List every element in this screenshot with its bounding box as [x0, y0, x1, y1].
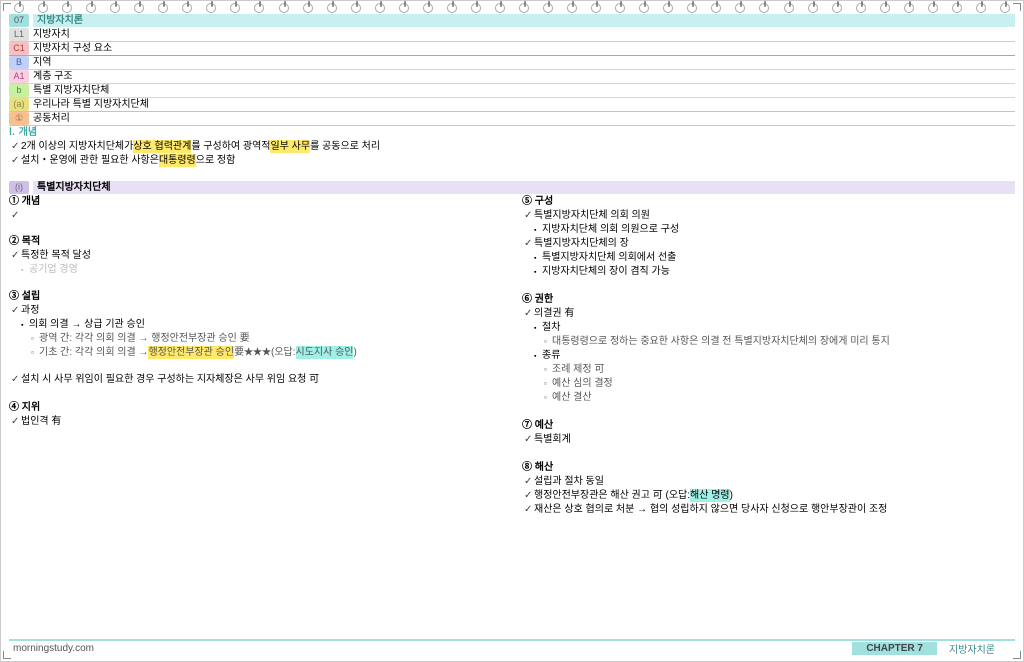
spacer — [9, 360, 502, 373]
item-gray: 공기업 경영 — [9, 263, 502, 277]
outline-text: 지역 — [33, 56, 51, 69]
sub2-item: 예산 심의 결정 — [522, 377, 1015, 391]
outline-tag: (a) — [9, 98, 29, 111]
outline-row: L1 지방자치 — [9, 28, 1015, 42]
footer-title: 지방자치론 — [949, 641, 1015, 656]
spacer — [9, 168, 1015, 181]
item: 특별회계 — [522, 433, 1015, 447]
outline-text: 공동처리 — [33, 112, 70, 125]
item: 특별지방자치단체 의회 의원 — [522, 209, 1015, 223]
outline-text: 계층 구조 — [33, 70, 73, 83]
two-column-body: ① 개념 ② 목적 특정한 목적 달성 공기업 경영 ③ 설립 과정 의회 의결… — [9, 195, 1015, 517]
section-2-title: 특별지방자치단체 — [33, 181, 1015, 194]
page-content: 07 지방자치론 L1 지방자치 C1 지방자치 구성 요소 B 지역 A1 계층 구조 b 특별… — [1, 13, 1023, 517]
concept-line-1: 2개 이상의 지방자치단체가 상호 협력관계를 구성하여 광역적 일부 사무를 … — [9, 140, 1015, 154]
item: 설치 시 사무 위임이 필요한 경우 구성하는 지자체장은 사무 위임 요청 可 — [9, 373, 502, 387]
sub2-item: 기초 간: 각각 의회 의결 → 행정안전부장관 승인 要★★★ (오답: 시도… — [9, 346, 502, 360]
sub2-item: 예산 결산 — [522, 391, 1015, 405]
heading-6: ⑥ 권한 — [522, 293, 1015, 307]
spacer — [9, 277, 502, 290]
spacer — [522, 279, 1015, 293]
section-1-title: 개념 — [19, 126, 37, 139]
sub-item: 특별지방자치단체 의회에서 선출 — [522, 251, 1015, 265]
outline-text: 특별 지방자치단체 — [33, 84, 109, 97]
item: 특정한 목적 달성 — [9, 249, 502, 263]
item: 설립과 절차 동일 — [522, 475, 1015, 489]
outline-text: 지방자치 구성 요소 — [33, 42, 112, 55]
spiral-binding — [1, 1, 1023, 13]
outline-tag: A1 — [9, 70, 29, 83]
spacer — [9, 387, 502, 401]
heading-3: ③ 설립 — [9, 290, 502, 304]
heading-5: ⑤ 구성 — [522, 195, 1015, 209]
sub-item: 지방자치단체의 장이 겸직 가능 — [522, 265, 1015, 279]
heading-8: ⑧ 해산 — [522, 461, 1015, 475]
right-column: ⑤ 구성 특별지방자치단체 의회 의원 지방자치단체 의회 의원으로 구성 특별… — [522, 195, 1015, 517]
item: 과정 — [9, 304, 502, 318]
outline-row: A1 계층 구조 — [9, 70, 1015, 84]
outline-tag: L1 — [9, 28, 29, 41]
outline-row: (a) 우리나라 특별 지방자치단체 — [9, 98, 1015, 112]
section-2-header: (i) 특별지방자치단체 — [9, 181, 1015, 195]
corner-bracket — [1013, 3, 1021, 11]
sub-item: 의회 의결 → 상급 기관 승인 — [9, 318, 502, 332]
section-1-header: Ⅰ. 개념 — [9, 126, 1015, 140]
item: 법인격 有 — [9, 415, 502, 429]
sub2-item: 조례 제정 可 — [522, 363, 1015, 377]
item: 행정안전부장관은 해산 권고 可 (오답: 해산 명령) — [522, 489, 1015, 503]
heading-4: ④ 지위 — [9, 401, 502, 415]
outline-text: 지방자치 — [33, 28, 70, 41]
heading-1: ① 개념 — [9, 195, 502, 209]
chapter-title: 지방자치론 — [33, 14, 1015, 27]
outline-row: B 지역 — [9, 56, 1015, 70]
outline-tag: C1 — [9, 42, 29, 55]
sub2-item: 광역 간: 각각 의회 의결 → 행정안전부장관 승인 要 — [9, 332, 502, 346]
outline-text: 우리나라 특별 지방자치단체 — [33, 98, 149, 111]
sub-item: 절차 — [522, 321, 1015, 335]
left-column: ① 개념 ② 목적 특정한 목적 달성 공기업 경영 ③ 설립 과정 의회 의결… — [9, 195, 502, 517]
outline-row: C1 지방자치 구성 요소 — [9, 42, 1015, 56]
header-row: 07 지방자치론 — [9, 14, 1015, 28]
item: 재산은 상호 협의로 처분 → 협의 성립하지 않으면 당사자 신청으로 행안부… — [522, 503, 1015, 517]
spacer — [9, 222, 502, 235]
outline-row: b 특별 지방자치단체 — [9, 84, 1015, 98]
outline-tag: ① — [9, 112, 29, 125]
spacer — [522, 405, 1015, 419]
corner-bracket — [3, 3, 11, 11]
heading-7: ⑦ 예산 — [522, 419, 1015, 433]
item: 의결권 有 — [522, 307, 1015, 321]
sub2-item: 대통령령으로 정하는 중요한 사항은 의결 전 특별지방자치단체의 장에게 미리… — [522, 335, 1015, 349]
outline-tag: B — [9, 56, 29, 69]
footer: morningstudy.com CHAPTER 7 지방자치론 — [9, 639, 1015, 655]
concept-line-2: 설치・운영에 관한 필요한 사항은 대통령령으로 정함 — [9, 154, 1015, 168]
item: 특별지방자치단체의 장 — [522, 237, 1015, 251]
sub-item: 지방자치단체 의회 의원으로 구성 — [522, 223, 1015, 237]
spacer — [522, 447, 1015, 461]
footer-chapter: CHAPTER 7 — [852, 642, 937, 655]
chapter-number: 07 — [9, 14, 29, 27]
outline-tag: b — [9, 84, 29, 97]
section-2-tag: (i) — [9, 181, 29, 194]
outline-row: ① 공동처리 — [9, 112, 1015, 126]
sub-item: 종류 — [522, 349, 1015, 363]
section-1-tag: Ⅰ. — [9, 126, 15, 139]
footer-site: morningstudy.com — [9, 643, 94, 654]
item — [9, 209, 502, 222]
heading-2: ② 목적 — [9, 235, 502, 249]
